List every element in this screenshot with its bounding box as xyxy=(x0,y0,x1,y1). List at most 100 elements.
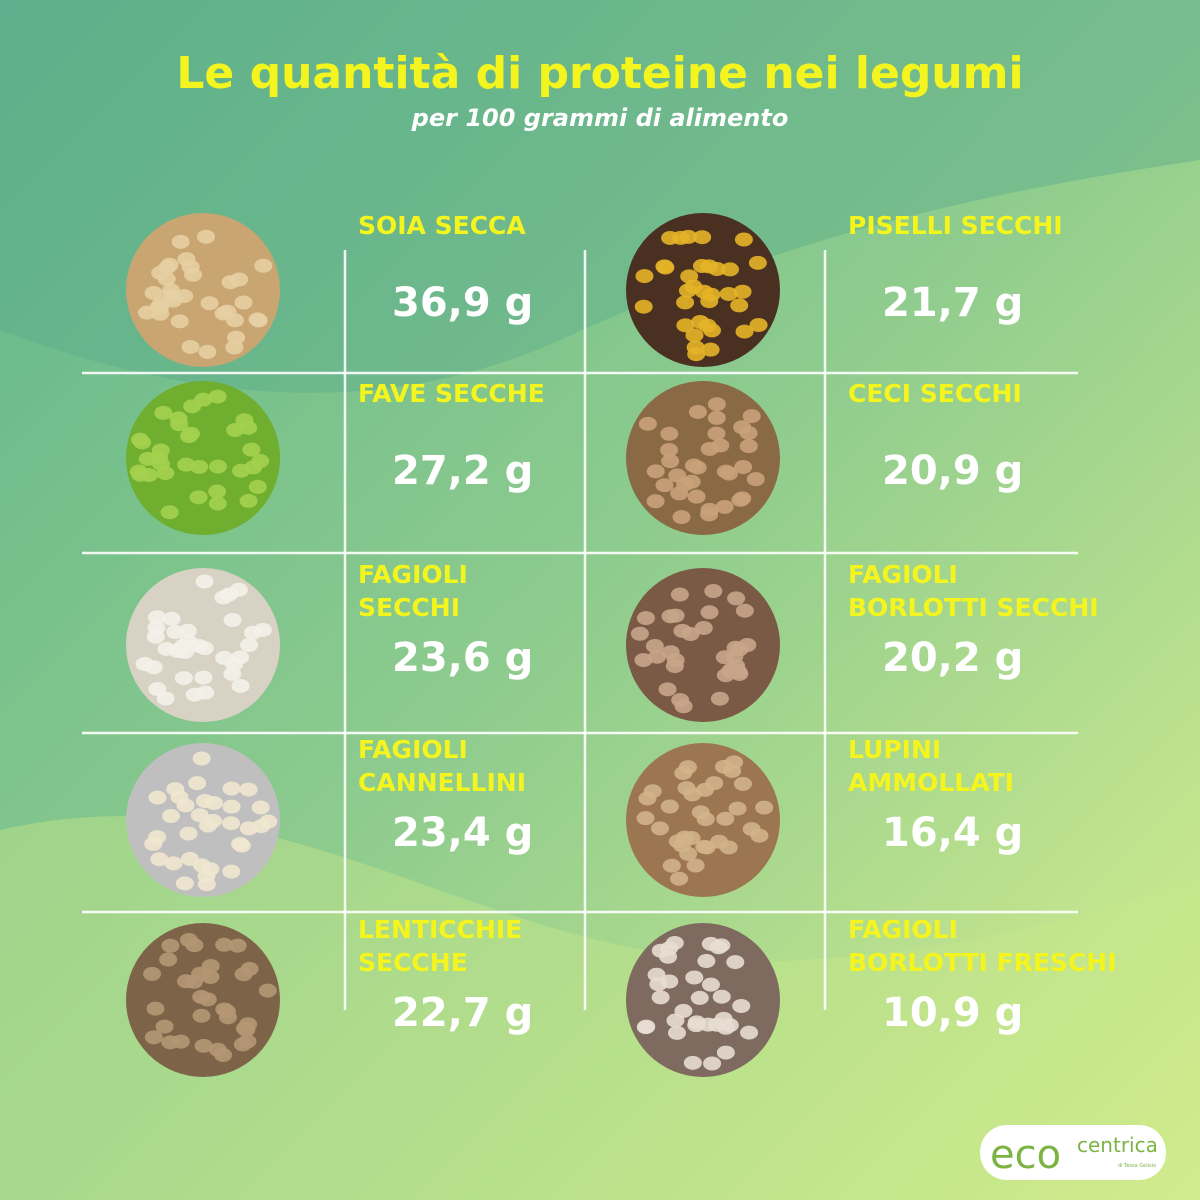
bean xyxy=(192,858,211,873)
bean xyxy=(671,693,690,708)
bean xyxy=(690,990,709,1005)
bean xyxy=(162,809,181,824)
bean xyxy=(258,983,277,998)
subtitle: per 100 grammi di alimento xyxy=(411,104,789,132)
bean xyxy=(710,834,729,849)
bean xyxy=(229,582,248,597)
bean xyxy=(157,641,176,656)
bean xyxy=(676,318,695,333)
bean xyxy=(161,1035,180,1050)
bean xyxy=(738,638,757,653)
bean xyxy=(194,1038,213,1053)
bean xyxy=(191,966,210,981)
bean xyxy=(704,584,723,599)
bean xyxy=(235,413,254,428)
legume-name: AMMOLLATI xyxy=(848,768,1014,797)
legume-name: SECCHE xyxy=(358,948,468,977)
legume-photo xyxy=(626,923,780,1077)
bean xyxy=(683,787,702,802)
protein-amount: 16,4 g xyxy=(882,810,1023,856)
bean xyxy=(749,317,768,332)
bean xyxy=(248,479,267,494)
bean xyxy=(651,990,670,1005)
bean xyxy=(661,230,680,245)
bean xyxy=(148,790,167,805)
bean xyxy=(156,466,175,481)
bean xyxy=(670,587,689,602)
protein-amount: 27,2 g xyxy=(392,448,533,494)
bean xyxy=(240,961,259,976)
bean xyxy=(170,314,189,329)
bean xyxy=(196,685,215,700)
bean xyxy=(684,458,703,473)
bean xyxy=(130,432,149,447)
bean xyxy=(731,492,750,507)
bean xyxy=(707,410,726,425)
legume-photo xyxy=(626,568,780,722)
bean xyxy=(701,342,720,357)
bean xyxy=(715,499,734,514)
bean xyxy=(665,659,684,674)
wave xyxy=(0,0,1200,393)
bean xyxy=(214,590,233,605)
legume-photo xyxy=(126,743,280,897)
legume-name: FAGIOLI xyxy=(848,915,958,944)
bean xyxy=(748,255,767,270)
bean xyxy=(687,489,706,504)
bean xyxy=(227,330,246,345)
bean xyxy=(742,409,761,424)
bean xyxy=(194,392,213,407)
bean xyxy=(223,612,242,627)
protein-amount: 20,9 g xyxy=(882,448,1023,494)
legume-name: SECCHI xyxy=(358,593,460,622)
bean xyxy=(728,801,747,816)
bean xyxy=(152,296,171,311)
bean xyxy=(686,858,705,873)
bean xyxy=(638,791,657,806)
photo-circle xyxy=(126,213,280,367)
protein-amount: 21,7 g xyxy=(882,280,1023,326)
bean xyxy=(185,938,204,953)
bean xyxy=(695,839,714,854)
bean xyxy=(232,838,251,853)
bean xyxy=(698,318,717,333)
bean xyxy=(730,298,749,313)
grid xyxy=(82,250,1078,1010)
legume-name: LENTICCHIE xyxy=(358,915,522,944)
bean xyxy=(249,313,268,328)
bean xyxy=(192,989,211,1004)
bean xyxy=(242,442,261,457)
bean xyxy=(194,670,213,685)
bean xyxy=(716,1045,735,1060)
bean xyxy=(646,464,665,479)
bean xyxy=(735,603,754,618)
bean xyxy=(665,935,684,950)
bean xyxy=(680,269,699,284)
bean xyxy=(178,623,197,638)
bean xyxy=(655,478,674,493)
bean xyxy=(739,439,758,454)
bean xyxy=(670,871,689,886)
legume-name: BORLOTTI SECCHI xyxy=(848,593,1099,622)
bean xyxy=(719,466,738,481)
bean xyxy=(694,620,713,635)
bean xyxy=(156,691,175,706)
bean xyxy=(204,795,223,810)
bean xyxy=(650,821,669,836)
bean xyxy=(253,622,272,637)
bean xyxy=(716,1020,735,1035)
bean xyxy=(239,493,258,508)
bean xyxy=(176,798,195,813)
bean xyxy=(695,284,714,299)
bean xyxy=(636,811,655,826)
bean xyxy=(170,417,189,432)
bean xyxy=(192,1008,211,1023)
bean xyxy=(179,826,198,841)
bean xyxy=(231,463,250,478)
bean xyxy=(208,459,227,474)
bean xyxy=(162,611,181,626)
bean xyxy=(240,638,259,653)
bean xyxy=(740,1025,759,1040)
bean xyxy=(224,657,243,672)
